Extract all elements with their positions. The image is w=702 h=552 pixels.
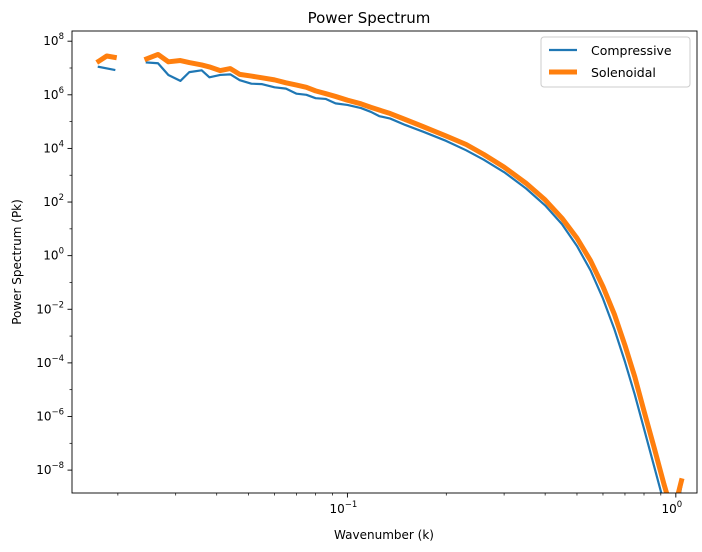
y-tick-label: 104 <box>43 139 64 155</box>
y-tick-label: 10−6 <box>36 407 64 423</box>
x-tick-label: 10−1 <box>330 500 358 516</box>
y-tick-label: 100 <box>43 247 64 263</box>
x-axis: 10−1 100 <box>117 493 682 516</box>
y-tick-label: 10−8 <box>36 461 64 477</box>
y-tick-label: 102 <box>43 193 64 209</box>
series-layer <box>95 51 685 493</box>
y-tick-label: 106 <box>43 86 64 102</box>
legend-label-solenoidal: Solenoidal <box>591 65 656 80</box>
chart-title: Power Spectrum <box>308 9 431 27</box>
legend: Compressive Solenoidal <box>540 36 691 88</box>
series-line-compressive-segment-1 <box>97 65 116 72</box>
y-tick-label: 10−2 <box>36 300 64 316</box>
y-axis: 108 106 104 102 100 10−2 10−4 10−6 10−8 <box>36 32 72 477</box>
series-line-solenoidal-segment-1 <box>95 53 118 65</box>
series-line-compressive-segment-2 <box>145 61 683 493</box>
legend-box <box>540 36 691 88</box>
x-tick-label: 100 <box>661 500 682 516</box>
x-axis-label: Wavenumber (k) <box>334 528 434 542</box>
y-axis-label: Power Spectrum (Pk) <box>10 199 24 325</box>
y-tick-label: 108 <box>43 32 64 48</box>
legend-label-compressive: Compressive <box>591 43 672 58</box>
plot-frame <box>71 30 698 494</box>
series-line-solenoidal-segment-2 <box>143 51 685 493</box>
y-tick-label: 10−4 <box>36 354 64 370</box>
